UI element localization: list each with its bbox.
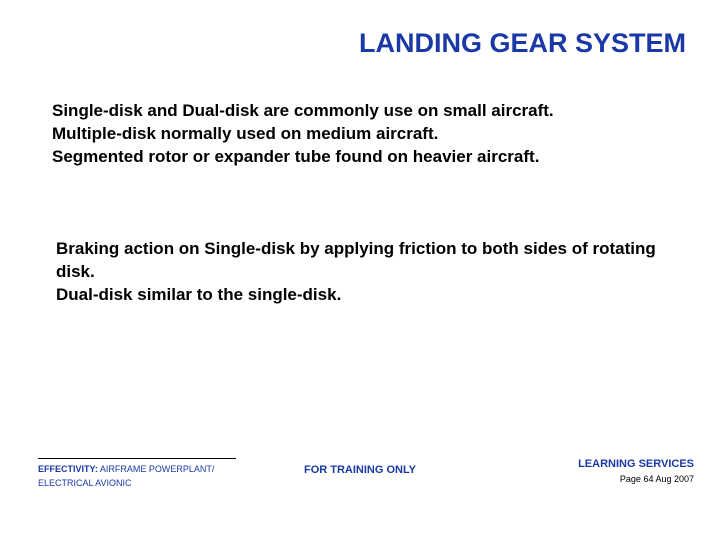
slide-title: LANDING GEAR SYSTEM <box>359 28 686 59</box>
body-paragraph-2: Braking action on Single-disk by applyin… <box>56 238 670 307</box>
body1-line1: Single-disk and Dual-disk are commonly u… <box>52 101 554 120</box>
body-paragraph-1: Single-disk and Dual-disk are commonly u… <box>52 100 670 169</box>
footer-right-line2: Page 64 Aug 2007 <box>620 474 694 484</box>
slide: LANDING GEAR SYSTEM Single-disk and Dual… <box>0 0 720 540</box>
footer-rule <box>38 458 236 459</box>
body2-line2: Dual-disk similar to the single-disk. <box>56 285 341 304</box>
footer-right-line1: LEARNING SERVICES <box>578 458 694 470</box>
footer: EFFECTIVITY: AIRFRAME POWERPLANT/ ELECTR… <box>0 458 720 518</box>
effectivity-line2: ELECTRICAL AVIONIC <box>38 478 132 488</box>
body1-line3: Segmented rotor or expander tube found o… <box>52 147 539 166</box>
body2-line1: Braking action on Single-disk by applyin… <box>56 239 656 281</box>
body1-line2: Multiple-disk normally used on medium ai… <box>52 124 438 143</box>
